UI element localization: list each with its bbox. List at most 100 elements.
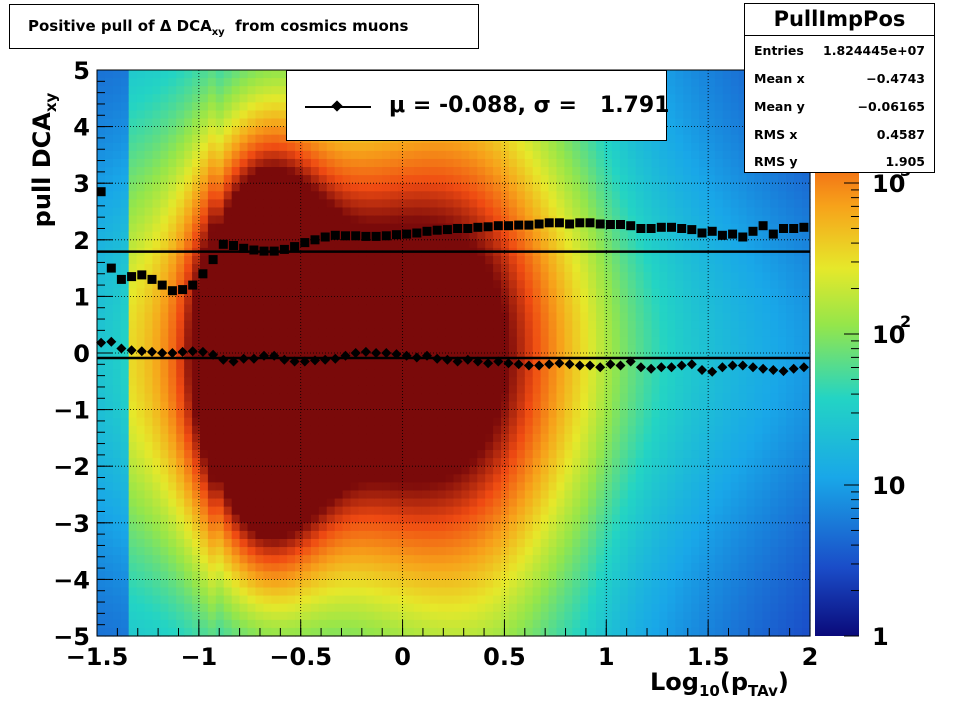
- heatmap-cell: [215, 158, 225, 168]
- heatmap-cell: [215, 134, 225, 144]
- heatmap-cell: [508, 506, 518, 516]
- heatmap-cell: [421, 215, 431, 225]
- heatmap-cell: [445, 377, 455, 386]
- heatmap-cell: [501, 369, 510, 378]
- heatmap-cell: [596, 369, 605, 378]
- heatmap-cell: [128, 514, 138, 524]
- heatmap-cell: [532, 547, 542, 556]
- heatmap-cell: [619, 142, 629, 152]
- heatmap-cell: [97, 514, 106, 524]
- heatmap-cell: [287, 458, 296, 467]
- heatmap-cell: [334, 474, 344, 483]
- heatmap-cell: [437, 150, 447, 160]
- heatmap-cell: [239, 555, 249, 564]
- heatmap-cell: [342, 304, 352, 314]
- heatmap-cell: [532, 409, 542, 419]
- heatmap-cell: [255, 167, 264, 176]
- heatmap-cell: [580, 401, 589, 411]
- heatmap-cell: [199, 239, 209, 249]
- heatmap-cell: [540, 474, 550, 483]
- heatmap-cell: [445, 312, 455, 322]
- heatmap-cell: [493, 522, 502, 532]
- heatmap-cell: [176, 312, 185, 322]
- heatmap-cell: [413, 377, 423, 386]
- heatmap-cell: [120, 336, 130, 346]
- heatmap-cell: [176, 150, 185, 160]
- heatmap-cell: [358, 312, 367, 322]
- heatmap-cell: [207, 538, 217, 548]
- heatmap-cell: [184, 571, 193, 580]
- heatmap-cell: [302, 296, 312, 306]
- heatmap-cell: [295, 377, 304, 386]
- heatmap-cell: [390, 296, 399, 306]
- heatmap-cell: [429, 466, 439, 475]
- heatmap-cell: [405, 474, 415, 483]
- heatmap-cell: [184, 369, 193, 378]
- heatmap-cell: [604, 587, 613, 597]
- heatmap-cell: [508, 272, 518, 281]
- heatmap-cell: [128, 401, 138, 411]
- heatmap-cell: [493, 555, 502, 564]
- heatmap-cell: [382, 409, 391, 419]
- heatmap-cell: [469, 458, 478, 467]
- heatmap-cell: [405, 555, 415, 564]
- heatmap-cell: [619, 433, 629, 443]
- heatmap-cell: [604, 304, 613, 314]
- heatmap-cell: [176, 555, 185, 564]
- heatmap-cell: [580, 547, 589, 556]
- heatmap-cell: [421, 150, 431, 160]
- heatmap-cell: [160, 458, 169, 467]
- heatmap-cell: [176, 377, 185, 386]
- heatmap-cell: [255, 385, 264, 395]
- heatmap-cell: [619, 441, 629, 451]
- heatmap-cell: [516, 579, 526, 589]
- heatmap-cell: [477, 555, 486, 564]
- heatmap-cell: [421, 450, 431, 459]
- heatmap-cell: [485, 255, 494, 265]
- heatmap-cell: [461, 255, 470, 265]
- heatmap-cell: [556, 175, 566, 184]
- heatmap-cell: [374, 587, 383, 597]
- heatmap-cell: [516, 530, 526, 540]
- heatmap-cell: [532, 458, 542, 467]
- heatmap-cell: [263, 207, 272, 217]
- heatmap-cell: [580, 223, 589, 233]
- heatmap-cell: [120, 466, 130, 475]
- heatmap-cell: [413, 207, 423, 217]
- heatmap-cell: [160, 239, 169, 249]
- heatmap-cell: [429, 344, 439, 354]
- heatmap-cell: [334, 409, 344, 419]
- heatmap-cell: [263, 191, 272, 200]
- heatmap-cell: [437, 514, 447, 524]
- heatmap-cell: [247, 102, 257, 112]
- heatmap-cell: [485, 231, 494, 241]
- heatmap-cell: [524, 587, 534, 597]
- heatmap-cell: [350, 417, 360, 427]
- heatmap-cell: [215, 611, 225, 621]
- heatmap-cell: [104, 328, 114, 338]
- heatmap-cell: [199, 223, 209, 233]
- heatmap-cell: [176, 603, 185, 613]
- heatmap-cell: [318, 563, 328, 572]
- heatmap-cell: [192, 458, 201, 467]
- heatmap-cell: [445, 264, 455, 273]
- heatmap-cell: [413, 272, 423, 281]
- heatmap-cell: [326, 215, 336, 225]
- heatmap-cell: [580, 304, 589, 314]
- heatmap-cell: [168, 530, 177, 540]
- heatmap-cell: [564, 611, 573, 621]
- heatmap-cell: [580, 385, 589, 395]
- heatmap-cell: [128, 207, 138, 217]
- heatmap-cell: [318, 530, 328, 540]
- heatmap-cell: [152, 433, 161, 443]
- heatmap-cell: [255, 215, 264, 225]
- heatmap-cell: [469, 304, 478, 314]
- heatmap-cell: [302, 530, 312, 540]
- heatmap-cell: [445, 425, 455, 435]
- heatmap-cell: [271, 296, 280, 306]
- heatmap-cell: [310, 361, 320, 370]
- heatmap-cell: [651, 231, 661, 241]
- heatmap-cell: [326, 393, 336, 403]
- heatmap-cell: [469, 385, 478, 395]
- heatmap-cell: [405, 320, 415, 330]
